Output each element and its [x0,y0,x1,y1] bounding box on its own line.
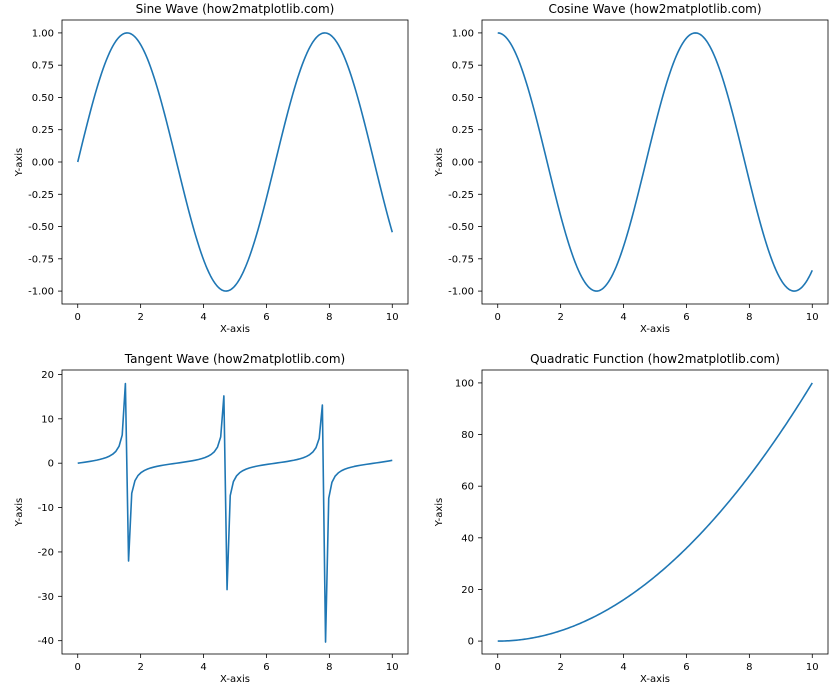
y-tick-label: -0.25 [28,190,54,201]
data-line [78,384,393,643]
x-tick-label: 10 [386,312,399,323]
y-tick-label: 1.00 [452,28,474,39]
x-tick-label: 2 [557,312,563,323]
y-tick-label: 0.50 [452,93,474,104]
y-tick-label: -0.75 [448,254,474,265]
x-tick-label: 8 [326,662,332,673]
x-tick-label: 0 [495,662,501,673]
x-axis-label: X-axis [62,324,408,335]
y-tick-label: 0 [48,459,54,470]
y-tick-label: 0.50 [32,93,54,104]
x-tick-label: 4 [200,312,206,323]
x-tick-label: 0 [75,662,81,673]
data-line [498,33,813,291]
x-tick-label: 2 [137,312,143,323]
data-line [78,33,393,291]
x-tick-label: 6 [263,312,269,323]
y-tick-label: 0.75 [452,61,474,72]
chart-canvas: 0 2 4 6 8 10 -1.00 -0.75 -0.50 -0.25 0.00 0.25 0.50 0… [427,10,838,324]
x-tick-label: 0 [75,312,81,323]
y-tick-label: -40 [38,636,54,647]
x-tick-label: 10 [806,312,819,323]
y-tick-label: 0.00 [452,158,474,169]
y-tick-label: 20 [461,585,474,596]
x-tick-label: 8 [326,312,332,323]
x-tick-label: 6 [263,662,269,673]
y-tick-label: -0.25 [448,190,474,201]
x-tick-label: 8 [746,662,752,673]
chart-canvas: 0246810020406080100 [427,360,838,674]
x-tick-label: 4 [620,312,626,323]
y-tick-label: -0.75 [28,254,54,265]
subplot-quadratic: Quadratic Function (how2matplotlib.com)X… [482,370,828,654]
axes-border [62,20,408,304]
subplot-sine: Sine Wave (how2matplotlib.com)X-axisY-ax… [62,20,408,304]
y-tick-label: 100 [455,378,474,389]
y-tick-label: -10 [38,503,54,514]
y-tick-label: 10 [41,414,54,425]
y-tick-label: 0.75 [32,61,54,72]
y-tick-label: 20 [41,370,54,381]
figure: Sine Wave (how2matplotlib.com)X-axisY-ax… [0,0,840,700]
axes-border [482,20,828,304]
y-tick-label: 0.25 [32,125,54,136]
chart-canvas: 0 2 4 6 8 10 -1.00 -0.75 -0.50 -0.25 0.00 0.25 0.50 0… [7,10,418,324]
y-tick-label: -20 [38,547,54,558]
y-tick-label: 0.00 [32,158,54,169]
axes-border [62,370,408,654]
chart-canvas: 0 2 4 6 8 10 -40 -30 -20 -10 0 10 20 [7,360,418,674]
y-tick-label: 60 [461,482,474,493]
x-axis-label: X-axis [482,674,828,685]
y-tick-label: 0 [468,637,474,648]
x-tick-label: 6 [683,662,689,673]
x-tick-label: 2 [137,662,143,673]
x-axis-label: X-axis [62,674,408,685]
x-tick-label: 10 [386,662,399,673]
x-tick-label: 6 [683,312,689,323]
x-tick-label: 2 [557,662,563,673]
y-tick-label: -1.00 [448,287,474,298]
x-tick-label: 4 [200,662,206,673]
y-tick-label: -30 [38,592,54,603]
y-tick-label: -1.00 [28,287,54,298]
x-tick-label: 8 [746,312,752,323]
x-tick-label: 4 [620,662,626,673]
subplot-tangent: Tangent Wave (how2matplotlib.com)X-axisY… [62,370,408,654]
y-tick-label: 80 [461,430,474,441]
data-line [498,383,813,641]
y-tick-label: 1.00 [32,28,54,39]
y-tick-label: -0.50 [448,222,474,233]
axes-border [482,370,828,654]
x-tick-label: 10 [806,662,819,673]
y-tick-label: 40 [461,533,474,544]
x-axis-label: X-axis [482,324,828,335]
y-tick-label: 0.25 [452,125,474,136]
y-tick-label: -0.50 [28,222,54,233]
subplot-cosine: Cosine Wave (how2matplotlib.com)X-axisY-… [482,20,828,304]
x-tick-label: 0 [495,312,501,323]
